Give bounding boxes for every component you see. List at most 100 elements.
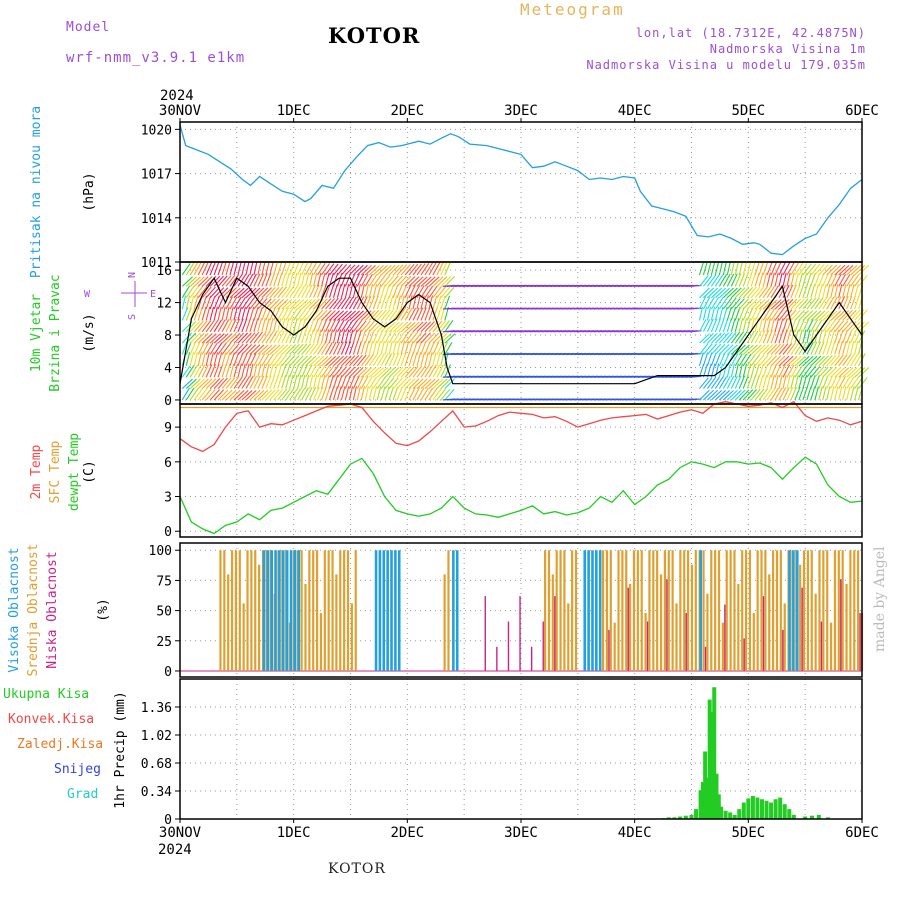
wind-arrow	[416, 352, 422, 367]
wind-arrow	[754, 344, 766, 355]
wind-arrow	[337, 366, 347, 378]
wind-arrow	[770, 308, 780, 321]
wind-arrow	[340, 273, 347, 287]
wind-arrow	[217, 389, 229, 401]
wind-arrow	[782, 298, 794, 310]
wind-arrow	[241, 363, 246, 378]
wind-arrow	[766, 355, 778, 367]
wind-arrow	[778, 262, 786, 276]
y-tick-label: 9	[164, 421, 172, 436]
wind-arrow	[854, 264, 866, 276]
wind-arrow	[241, 261, 246, 276]
wind-arrow	[432, 388, 442, 401]
wind-arrow	[689, 398, 702, 401]
wind-arrow	[332, 272, 339, 287]
wind-arrow	[738, 298, 750, 310]
wind-arrow	[790, 386, 797, 401]
wind-arrow	[332, 329, 338, 344]
precip-legend-item: Grad	[67, 787, 98, 802]
wind-arrow	[209, 352, 214, 366]
wind-arrow	[321, 365, 330, 378]
wind-arrow	[344, 375, 352, 389]
wind-arrow	[826, 320, 836, 333]
wind-arrow	[722, 273, 731, 287]
wind-arrow	[762, 318, 767, 332]
y-tick-label: 4	[164, 361, 172, 376]
wind-arrow	[297, 355, 308, 367]
wind-arrow	[376, 353, 385, 367]
wind-arrow	[810, 319, 819, 333]
wind-arrow	[424, 262, 433, 276]
wind-arrow	[340, 366, 352, 378]
wind-arrow	[396, 366, 408, 378]
wind-arrow	[711, 287, 723, 299]
wind-arrow	[265, 287, 276, 299]
wind-arrow	[850, 330, 857, 344]
wind-arrow	[317, 365, 326, 378]
wind-arrow	[225, 287, 237, 299]
wind-arrow	[237, 332, 248, 344]
wind-arrow	[185, 341, 192, 355]
wind-arrow	[782, 309, 793, 321]
wind-arrow	[416, 332, 427, 344]
wind-arrow	[336, 329, 342, 344]
wind-arrow	[770, 329, 777, 344]
wind-arrow	[360, 310, 372, 321]
wind-arrow	[249, 273, 257, 287]
wind-arrow	[320, 374, 326, 389]
wind-arrow	[344, 341, 351, 355]
wind-arrow	[261, 375, 268, 389]
wind-arrow	[388, 352, 396, 367]
wind-arrow	[257, 363, 262, 378]
wind-arrow	[209, 295, 216, 310]
wind-arrow	[714, 274, 724, 287]
wind-arrow	[838, 386, 843, 401]
wind-arrow	[384, 309, 395, 321]
wind-arrow	[810, 386, 816, 401]
wind-arrow	[436, 320, 447, 333]
wind-arrow	[301, 374, 306, 389]
wind-arrow	[408, 284, 416, 298]
wind-arrow	[802, 329, 807, 344]
wind-arrow	[432, 364, 441, 378]
wind-arrow	[356, 354, 367, 367]
wind-arrow	[754, 261, 760, 276]
precip-bar	[782, 804, 787, 819]
wind-arrow	[750, 286, 761, 299]
precip-bar	[737, 809, 742, 819]
wind-arrow	[324, 386, 331, 401]
wind-arrow	[782, 329, 788, 344]
wind-arrow	[245, 332, 256, 344]
wind-arrow	[221, 261, 227, 276]
wind-arrow	[408, 331, 419, 344]
wind-arrow	[281, 363, 287, 378]
wind-arrow	[293, 374, 298, 389]
wind-arrow	[189, 378, 201, 389]
compass-n: N	[127, 272, 138, 278]
wind-arrow	[181, 341, 188, 355]
wind-arrow	[193, 388, 203, 401]
wind-arrow	[734, 287, 746, 299]
wind-arrow	[432, 276, 444, 287]
wind-arrow	[305, 284, 313, 298]
wind-arrow	[818, 297, 828, 310]
wind-arrow	[348, 341, 355, 355]
wind-arrow	[237, 296, 247, 310]
axis-label: (hPa)	[82, 172, 97, 211]
wind-arrow	[698, 306, 704, 321]
wind-arrow	[213, 363, 220, 378]
credit-label: made by Angel	[872, 546, 888, 653]
wind-arrow	[444, 333, 456, 344]
wind-arrow	[830, 367, 842, 378]
wind-arrow	[722, 363, 728, 378]
wind-arrow	[325, 263, 335, 276]
wind-arrow	[233, 261, 239, 276]
wind-arrow	[778, 329, 784, 344]
wind-arrow	[277, 388, 288, 401]
wind-arrow	[814, 272, 821, 287]
wind-arrow	[277, 318, 282, 332]
wind-arrow	[233, 389, 245, 401]
wind-arrow	[830, 320, 840, 333]
wind-arrow	[432, 262, 441, 276]
